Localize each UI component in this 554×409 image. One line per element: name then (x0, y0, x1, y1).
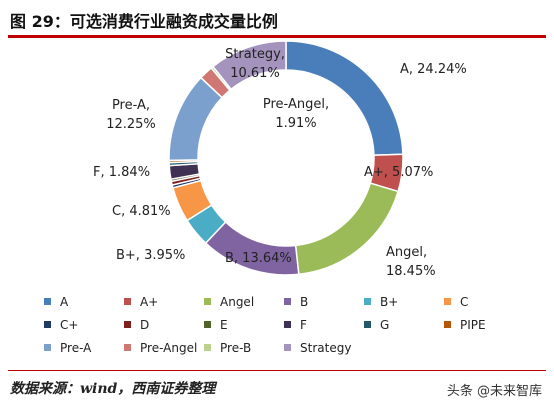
legend-swatch (364, 321, 371, 328)
legend-item-pipe: PIPE (444, 318, 524, 332)
donut-chart: A, 24.24% A+, 5.07% Angel, 18.45% B, 13.64% B… (93, 40, 467, 279)
legend-label: PIPE (460, 317, 486, 332)
legend-item-pre-b: Pre-B (204, 341, 284, 355)
legend-label: Pre-Angel (140, 340, 198, 355)
legend-swatch (364, 298, 371, 305)
legend-swatch (284, 344, 291, 351)
data-label-b: B, 13.64% (225, 251, 292, 266)
slice-angel (294, 182, 400, 276)
legend-label: Pre-B (220, 340, 252, 355)
title-divider (8, 35, 546, 38)
slice-strategy (211, 40, 287, 91)
legend-label: G (380, 317, 390, 332)
figure-title: 图 29：可选消费行业融资成交量比例 (10, 12, 278, 31)
data-label-strategy: Strategy, 10.61% (225, 47, 285, 81)
legend-item-d: D (124, 318, 204, 332)
slice-b (204, 220, 300, 276)
legend-item-b-: B+ (364, 295, 444, 309)
legend-swatch (44, 298, 51, 305)
watermark: 头条 @未来智库 (447, 380, 542, 399)
legend-item-b: B (284, 295, 364, 309)
data-label-pre-angel: Pre-Angel, 1.91% (263, 97, 329, 131)
legend-swatch (124, 298, 131, 305)
legend-label: Angel (220, 294, 255, 309)
legend-label: Strategy (300, 340, 352, 355)
legend-label: D (140, 317, 150, 332)
legend-item-g: G (364, 318, 444, 332)
legend-item-c: C (444, 295, 524, 309)
legend-label: Pre-A (60, 340, 92, 355)
legend-item-e: E (204, 318, 284, 332)
legend-label: A+ (140, 294, 159, 309)
legend-item-pre-a: Pre-A (44, 341, 124, 355)
legend-row: Pre-A Pre-Angel Pre-B Strategy (44, 336, 524, 359)
legend-row: A A+ Angel B B+ C (44, 290, 524, 313)
legend-label: B (300, 294, 309, 309)
legend-item-a: A (44, 295, 124, 309)
legend-swatch (204, 298, 211, 305)
legend-swatch (44, 321, 51, 328)
watermark-text: 头条 @未来智库 (446, 384, 542, 399)
legend-swatch (124, 321, 131, 328)
legend-swatch (444, 298, 451, 305)
legend-item-strategy: Strategy (284, 341, 364, 355)
source-note: 数据来源：wind，西南证券整理 (10, 381, 216, 397)
data-label-pre-a: Pre-A, 12.25% (106, 98, 156, 132)
data-label-b-: B+, 3.95% (116, 248, 185, 263)
legend-item-pre-angel: Pre-Angel (124, 341, 204, 355)
chart-legend: A A+ Angel B B+ C C+ D E F G PIPE Pre-A Pre-Angel Pre-… (44, 290, 524, 359)
legend-row: C+ D E F G PIPE (44, 313, 524, 336)
legend-item-a-: A+ (124, 295, 204, 309)
legend-swatch (124, 344, 131, 351)
legend-swatch (204, 344, 211, 351)
legend-label: C+ (60, 317, 79, 332)
legend-swatch (44, 344, 51, 351)
legend-label: A (60, 294, 69, 309)
data-label-a: A, 24.24% (400, 62, 467, 77)
data-label-a-: A+, 5.07% (364, 165, 433, 180)
legend-swatch (284, 298, 291, 305)
legend-swatch (204, 321, 211, 328)
legend-label: B+ (380, 294, 399, 309)
data-label-c: C, 4.81% (112, 204, 171, 219)
legend-swatch (444, 321, 451, 328)
legend-item-f: F (284, 318, 364, 332)
legend-label: F (300, 317, 307, 332)
data-label-angel: Angel, 18.45% (386, 245, 436, 279)
footer-divider (8, 370, 546, 371)
legend-swatch (284, 321, 291, 328)
legend-item-c-: C+ (44, 318, 124, 332)
data-label-f: F, 1.84% (93, 165, 150, 180)
legend-label: C (460, 294, 469, 309)
legend-item-angel: Angel (204, 295, 284, 309)
legend-label: E (220, 317, 228, 332)
